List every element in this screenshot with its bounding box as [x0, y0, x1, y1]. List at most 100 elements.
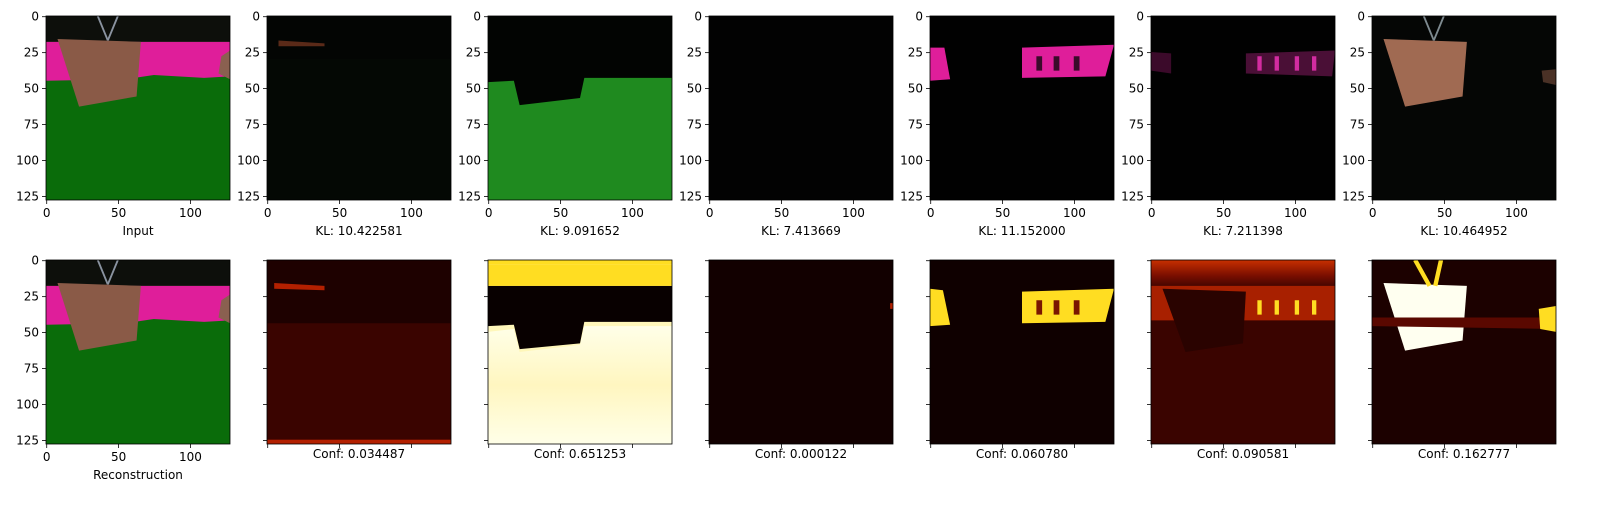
image — [488, 16, 672, 200]
x-tick-label: 100 — [621, 206, 644, 220]
image — [46, 260, 230, 444]
panel-caption: KL: 7.211398 — [1203, 224, 1283, 238]
heat-region — [1022, 288, 1114, 324]
x-tick-label: 50 — [774, 206, 789, 220]
heat-region — [1538, 306, 1556, 332]
sky-region — [46, 260, 230, 286]
heat-slit — [1274, 300, 1279, 315]
axes-frame — [929, 259, 1115, 445]
x-tick-label: 0 — [43, 450, 51, 464]
axes-frame — [487, 15, 673, 201]
confidence-caption: Conf: 0.651253 — [534, 447, 626, 461]
y-tick-label: 0 — [1357, 10, 1365, 24]
axes-frame — [1150, 15, 1336, 201]
heat-region — [1162, 288, 1246, 352]
y-tick-label: 75 — [24, 362, 39, 376]
box-object — [1383, 39, 1467, 107]
y-tick-label: 100 — [458, 153, 481, 167]
y-tick-label: 100 — [1342, 153, 1365, 167]
heat-slit — [1294, 300, 1300, 315]
antenna — [106, 16, 119, 41]
axes-frame — [266, 259, 452, 445]
confidence-caption: Conf: 0.162777 — [1418, 447, 1510, 461]
bottom-panel-3: Conf: 0.000122 — [705, 259, 894, 461]
confidence-caption: Conf: 0.060780 — [976, 447, 1068, 461]
heat-border — [267, 439, 451, 444]
axes-frame — [45, 15, 231, 201]
x-tick-label: 100 — [400, 206, 423, 220]
image — [267, 16, 451, 200]
x-tick-label: 50 — [1437, 206, 1452, 220]
x-tick-label: 50 — [332, 206, 347, 220]
heat-region — [890, 303, 893, 309]
edge-object — [1541, 69, 1556, 85]
wall-fragment — [1022, 44, 1114, 78]
y-tick-label: 125 — [1342, 189, 1365, 203]
floor-region — [488, 77, 672, 200]
antenna — [106, 260, 119, 285]
y-tick-label: 75 — [908, 118, 923, 132]
y-tick-label: 25 — [908, 46, 923, 60]
box-object — [57, 283, 141, 351]
y-tick-label: 0 — [915, 10, 923, 24]
y-tick-label: 125 — [237, 189, 260, 203]
confidence-caption: Conf: 0.090581 — [1197, 447, 1289, 461]
faint-floor — [267, 59, 451, 200]
axes-frame — [266, 15, 452, 201]
image — [1151, 16, 1335, 200]
heat-slit — [1053, 300, 1060, 315]
confidence-heatmap — [488, 260, 672, 444]
x-tick-label: 50 — [995, 206, 1010, 220]
image-clip — [1151, 260, 1335, 444]
x-tick-label: 50 — [553, 206, 568, 220]
window-slit — [1257, 56, 1262, 71]
panel-caption: KL: 10.422581 — [315, 224, 402, 238]
panel-caption: KL: 10.464952 — [1420, 224, 1507, 238]
axes-frame — [1371, 15, 1557, 201]
y-tick-label: 50 — [908, 82, 923, 96]
x-tick-label: 0 — [485, 206, 493, 220]
image-clip — [46, 260, 230, 444]
y-tick-label: 75 — [1350, 118, 1365, 132]
image-clip — [709, 16, 893, 200]
image-clip — [930, 260, 1114, 444]
axes-frame — [487, 259, 673, 445]
y-tick-label: 100 — [16, 153, 39, 167]
bottom-panel-0: 0 25 50 75 100 125 0 50 100 Reconstruction — [16, 254, 231, 482]
heat-region — [267, 323, 451, 442]
y-tick-label: 125 — [16, 433, 39, 447]
y-tick-label: 100 — [1121, 153, 1144, 167]
y-tick-label: 75 — [245, 118, 260, 132]
image-clip — [488, 16, 672, 200]
antenna — [1422, 16, 1435, 41]
confidence-heatmap — [709, 260, 893, 444]
top-panel-6: 0 25 50 75 100 125 0 50 100 KL: 10.464952 — [1342, 10, 1557, 238]
image-clip — [267, 260, 451, 444]
heat-region — [488, 264, 672, 286]
image-clip — [1372, 16, 1556, 200]
heat-region — [274, 283, 325, 291]
y-tick-label: 50 — [1350, 82, 1365, 96]
window-slit — [1294, 56, 1300, 71]
heat-background — [709, 260, 893, 444]
antenna — [1432, 16, 1445, 41]
image — [46, 16, 230, 200]
x-tick-label: 100 — [179, 450, 202, 464]
heat-region — [1383, 283, 1467, 351]
y-tick-label: 50 — [466, 82, 481, 96]
y-tick-label: 25 — [466, 46, 481, 60]
y-tick-label: 50 — [687, 82, 702, 96]
x-tick-label: 0 — [706, 206, 714, 220]
wall-fragment — [930, 47, 951, 81]
confidence-heatmap — [267, 260, 451, 444]
x-tick-label: 100 — [1505, 206, 1528, 220]
antenna — [96, 16, 109, 41]
heat-antenna — [1433, 260, 1444, 287]
bottom-panel-5: Conf: 0.090581 — [1147, 259, 1336, 461]
bottom-panel-4: Conf: 0.060780 — [926, 259, 1115, 461]
heat-antenna — [1413, 260, 1432, 287]
x-tick-label: 100 — [179, 206, 202, 220]
y-tick-label: 50 — [245, 82, 260, 96]
